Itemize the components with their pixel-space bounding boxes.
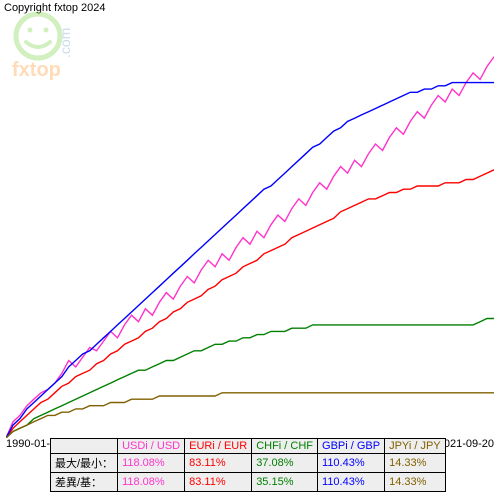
row-label: 最大/最小： (51, 454, 118, 473)
col-header: CHFi / CHF (252, 439, 318, 454)
table-cell: 83.11% (185, 473, 252, 492)
series-gbpigbp (6, 83, 494, 438)
row-label: 差異/基： (51, 473, 118, 492)
x-end-label: 2021-09-20 (438, 438, 494, 450)
table-cell: 118.08% (118, 454, 185, 473)
table-cell: 14.33% (385, 454, 446, 473)
table-cell: 35.15% (252, 473, 318, 492)
table-cell: 110.43% (318, 473, 385, 492)
series-jpyijpy (6, 393, 494, 438)
col-header: GBPi / GBP (318, 439, 385, 454)
table-corner (51, 439, 118, 454)
col-header: JPYi / JPY (385, 439, 446, 454)
series-chfichf (6, 319, 494, 439)
legend-table: USDi / USDEURi / EURCHFi / CHFGBPi / GBP… (50, 438, 446, 492)
table-cell: 14.33% (385, 473, 446, 492)
copyright-text: Copyright fxtop 2024 (4, 2, 106, 14)
line-chart (6, 18, 494, 438)
table-cell: 118.08% (118, 473, 185, 492)
table-cell: 83.11% (185, 454, 252, 473)
table-cell: 37.08% (252, 454, 318, 473)
col-header: EURi / EUR (185, 439, 252, 454)
table-cell: 110.43% (318, 454, 385, 473)
col-header: USDi / USD (118, 439, 185, 454)
series-usdiusd (6, 57, 494, 438)
